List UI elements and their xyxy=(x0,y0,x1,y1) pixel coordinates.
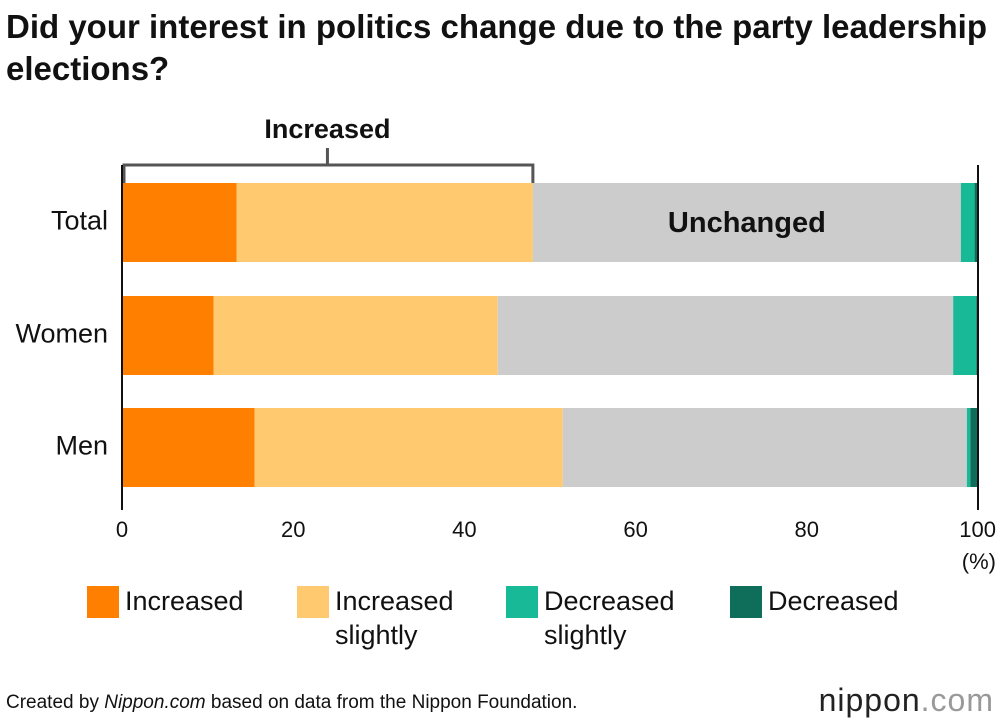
x-tick-label: 40 xyxy=(452,517,476,542)
bar-segment xyxy=(122,296,214,375)
bar-segment xyxy=(974,183,978,262)
source-text: based on data from the Nippon Foundation… xyxy=(205,692,578,713)
legend-swatch xyxy=(730,586,762,618)
legend-swatch xyxy=(506,586,538,618)
logo: nippon.com xyxy=(819,682,994,719)
x-tick-label: 0 xyxy=(116,517,128,542)
bar-segment xyxy=(122,183,237,262)
bar-segment xyxy=(960,183,975,262)
legend-label: Increased slightly xyxy=(335,586,454,650)
chart-title: Did your interest in politics change due… xyxy=(6,8,988,87)
x-tick-label: 60 xyxy=(623,517,647,542)
logo-text: nippon xyxy=(818,682,921,718)
bar-segment xyxy=(953,296,977,375)
x-tick-label: 80 xyxy=(795,517,819,542)
legend-swatch xyxy=(297,586,329,618)
bracket xyxy=(122,148,535,183)
legend-swatch xyxy=(87,586,119,618)
source-text: Created by xyxy=(6,692,105,713)
x-axis-label: (%) xyxy=(962,549,996,574)
bar-segment xyxy=(236,183,533,262)
x-tick-label: 100 xyxy=(959,517,996,542)
legend-label: Increased xyxy=(125,586,244,616)
bar-segment xyxy=(213,296,498,375)
category-label: Total xyxy=(51,206,108,236)
x-tick-label: 20 xyxy=(281,517,305,542)
source-text: Nippon.com xyxy=(104,692,206,713)
legend-item: Increased xyxy=(87,586,290,618)
category-label: Women xyxy=(15,319,108,349)
bar-segment xyxy=(562,408,967,487)
bar-segment xyxy=(532,183,961,262)
legend-item: Increased slightly xyxy=(297,586,500,652)
bar-segment xyxy=(254,408,563,487)
bar-segment xyxy=(970,408,978,487)
bar-segment xyxy=(122,408,255,487)
category-label: Men xyxy=(55,431,108,461)
segment-label: Unchanged xyxy=(668,207,826,239)
annotation: Increased xyxy=(264,114,390,144)
legend-item: Decreased xyxy=(730,586,933,618)
logo-text: .com xyxy=(920,682,994,718)
source-note: Created by Nippon.com based on data from… xyxy=(6,692,577,714)
bar-segment xyxy=(966,408,971,487)
bar-segment xyxy=(497,296,954,375)
legend-label: Decreased slightly xyxy=(544,586,675,650)
legend-label: Decreased xyxy=(768,586,899,616)
legend-item: Decreased slightly xyxy=(506,586,709,652)
